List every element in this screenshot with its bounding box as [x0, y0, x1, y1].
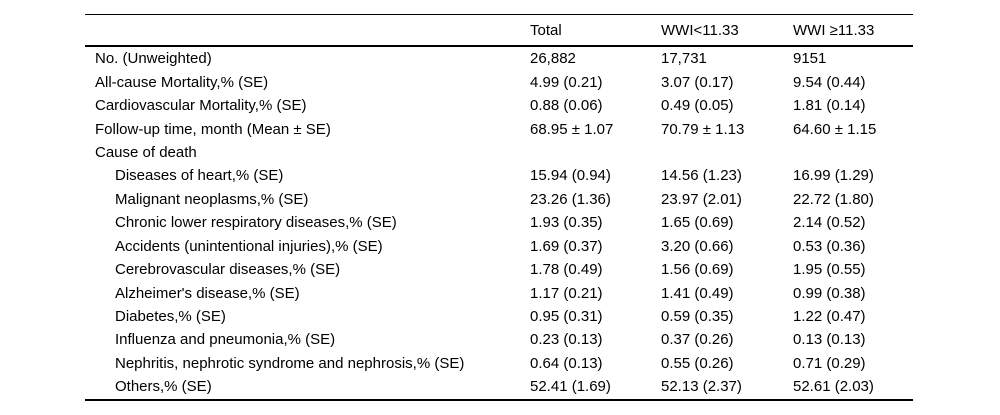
table-cell: 4.99 (0.21) — [530, 73, 603, 91]
table-cell: 0.13 (0.13) — [793, 331, 866, 349]
table-row: Accidents (unintentional injuries),% (SE… — [85, 235, 913, 258]
table-cell: 68.95 ± 1.07 — [530, 120, 614, 138]
row-label: Accidents (unintentional injuries),% (SE… — [115, 237, 383, 255]
row-label: Others,% (SE) — [115, 378, 212, 396]
table-cell: 16.99 (1.29) — [793, 167, 874, 185]
row-label: Influenza and pneumonia,% (SE) — [115, 331, 336, 349]
row-label: All-cause Mortality,% (SE) — [95, 73, 269, 91]
table-cell: 0.37 (0.26) — [661, 331, 734, 349]
table-cell: 14.56 (1.23) — [661, 167, 742, 185]
mortality-statistics-table: Total WWI<11.33 WWI ≥11.33 No. (Unweight… — [85, 14, 913, 401]
row-label: Nephritis, nephrotic syndrome and nephro… — [115, 354, 465, 372]
table-cell: 1.95 (0.55) — [793, 261, 866, 279]
table-cell: 1.17 (0.21) — [530, 284, 603, 302]
table-cell: 0.95 (0.31) — [530, 308, 603, 326]
row-label: Cause of death — [95, 143, 197, 161]
row-label: No. (Unweighted) — [95, 50, 212, 68]
table-row: Nephritis, nephrotic syndrome and nephro… — [85, 352, 913, 375]
table-cell: 1.93 (0.35) — [530, 214, 603, 232]
table-cell: 23.97 (2.01) — [661, 190, 742, 208]
table-cell: 0.49 (0.05) — [661, 97, 734, 115]
table-cell: 17,731 — [661, 50, 707, 68]
column-header-total: Total — [530, 21, 562, 39]
table-body: No. (Unweighted) 26,882 17,731 9151 All-caus… — [85, 47, 913, 401]
table-cell: 1.41 (0.49) — [661, 284, 734, 302]
table-row: Diseases of heart,% (SE) 15.94 (0.94) 14.5… — [85, 164, 913, 187]
column-header-wwi-high: WWI ≥11.33 — [793, 21, 875, 39]
table-cell: 3.20 (0.66) — [661, 237, 734, 255]
table-header-row: Total WWI<11.33 WWI ≥11.33 — [85, 14, 913, 47]
row-label: Diabetes,% (SE) — [115, 308, 226, 326]
table-cell: 0.59 (0.35) — [661, 308, 734, 326]
row-label: Cardiovascular Mortality,% (SE) — [95, 97, 307, 115]
table-row: Malignant neoplasms,% (SE) 23.26 (1.36) 23… — [85, 188, 913, 211]
table-row: Others,% (SE) 52.41 (1.69) 52.13 (2.37) 52.… — [85, 375, 913, 398]
table-cell: 52.41 (1.69) — [530, 378, 611, 396]
row-label: Malignant neoplasms,% (SE) — [115, 190, 309, 208]
table-cell: 1.69 (0.37) — [530, 237, 603, 255]
table-cell: 0.88 (0.06) — [530, 97, 603, 115]
table-row: Cause of death — [85, 141, 913, 164]
table-cell: 0.55 (0.26) — [661, 354, 734, 372]
table-cell: 0.99 (0.38) — [793, 284, 866, 302]
table-cell: 1.56 (0.69) — [661, 261, 734, 279]
table-cell: 3.07 (0.17) — [661, 73, 734, 91]
table-row: Cardiovascular Mortality,% (SE) 0.88 (0.0… — [85, 94, 913, 117]
table-cell: 52.61 (2.03) — [793, 378, 874, 396]
table-cell: 0.64 (0.13) — [530, 354, 603, 372]
table-cell: 2.14 (0.52) — [793, 214, 866, 232]
table-cell: 64.60 ± 1.15 — [793, 120, 877, 138]
column-header-wwi-low: WWI<11.33 — [661, 21, 739, 39]
row-label: Cerebrovascular diseases,% (SE) — [115, 261, 341, 279]
table-cell: 70.79 ± 1.13 — [661, 120, 745, 138]
table-cell: 9151 — [793, 50, 827, 68]
table-cell: 1.22 (0.47) — [793, 308, 866, 326]
table-cell: 23.26 (1.36) — [530, 190, 611, 208]
table-row: No. (Unweighted) 26,882 17,731 9151 — [85, 47, 913, 70]
table-cell: 52.13 (2.37) — [661, 378, 742, 396]
table-row: All-cause Mortality,% (SE) 4.99 (0.21) 3.0… — [85, 70, 913, 93]
table-row: Alzheimer's disease,% (SE) 1.17 (0.21) 1.4… — [85, 281, 913, 304]
row-label: Diseases of heart,% (SE) — [115, 167, 284, 185]
row-label: Alzheimer's disease,% (SE) — [115, 284, 300, 302]
table-row: Diabetes,% (SE) 0.95 (0.31) 0.59 (0.35) 1.2… — [85, 305, 913, 328]
table-cell: 15.94 (0.94) — [530, 167, 611, 185]
table-cell: 26,882 — [530, 50, 576, 68]
table-cell: 0.23 (0.13) — [530, 331, 603, 349]
table-cell: 22.72 (1.80) — [793, 190, 874, 208]
row-label: Chronic lower respiratory diseases,% (SE… — [115, 214, 397, 232]
table-row: Influenza and pneumonia,% (SE) 0.23 (0.13… — [85, 328, 913, 351]
row-label: Follow-up time, month (Mean ± SE) — [95, 120, 331, 138]
table-row: Cerebrovascular diseases,% (SE) 1.78 (0.4… — [85, 258, 913, 281]
table-cell: 9.54 (0.44) — [793, 73, 866, 91]
table-cell: 1.65 (0.69) — [661, 214, 734, 232]
table-row: Follow-up time, month (Mean ± SE) 68.95 ±… — [85, 117, 913, 140]
table-cell: 0.71 (0.29) — [793, 354, 866, 372]
table-cell: 1.78 (0.49) — [530, 261, 603, 279]
table-row: Chronic lower respiratory diseases,% (SE… — [85, 211, 913, 234]
table-cell: 1.81 (0.14) — [793, 97, 866, 115]
table-cell: 0.53 (0.36) — [793, 237, 866, 255]
